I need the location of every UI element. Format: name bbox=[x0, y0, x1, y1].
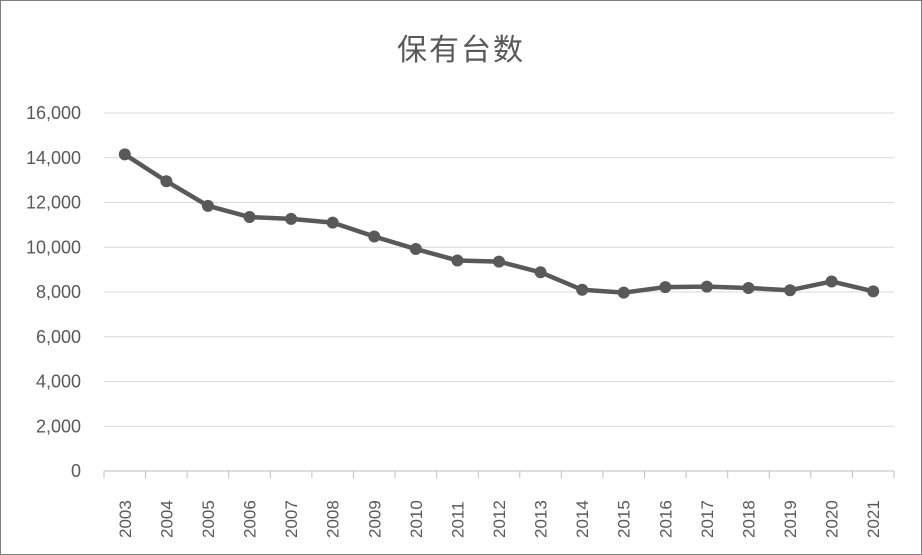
data-point bbox=[659, 281, 672, 294]
x-tick-label: 2007 bbox=[282, 500, 301, 538]
data-point bbox=[493, 255, 505, 268]
data-point bbox=[285, 212, 298, 225]
data-point bbox=[409, 243, 422, 256]
y-tick-label: 12,000 bbox=[26, 193, 81, 213]
y-tick-label: 16,000 bbox=[26, 103, 81, 123]
data-point bbox=[118, 148, 131, 161]
y-tick-label: 14,000 bbox=[26, 148, 81, 168]
y-tick-label: 4,000 bbox=[36, 372, 81, 392]
x-tick-label: 2004 bbox=[157, 500, 176, 538]
data-point bbox=[617, 286, 630, 299]
x-tick-label: 2020 bbox=[823, 500, 842, 538]
y-tick-label: 8,000 bbox=[36, 282, 81, 302]
data-point bbox=[326, 216, 339, 229]
data-point bbox=[243, 211, 256, 224]
y-tick-label: 6,000 bbox=[36, 327, 81, 347]
data-point bbox=[867, 285, 880, 298]
x-tick-label: 2019 bbox=[781, 500, 800, 538]
data-point bbox=[368, 230, 381, 243]
series-line bbox=[122, 152, 876, 295]
data-point bbox=[825, 275, 838, 288]
x-tick-label: 2014 bbox=[573, 500, 592, 538]
y-tick-label: 2,000 bbox=[36, 416, 81, 436]
data-point bbox=[451, 254, 464, 267]
x-tick-label: 2015 bbox=[615, 500, 634, 538]
x-tick-label: 2021 bbox=[864, 500, 883, 538]
x-tick-label: 2018 bbox=[739, 500, 758, 538]
y-tick-label: 0 bbox=[71, 461, 81, 481]
x-tick-label: 2011 bbox=[448, 501, 467, 538]
y-tick-label: 10,000 bbox=[26, 237, 81, 257]
x-tick-label: 2006 bbox=[241, 500, 260, 538]
x-tick-label: 2012 bbox=[490, 500, 509, 538]
data-point bbox=[534, 266, 547, 279]
data-point bbox=[784, 284, 797, 297]
data-point bbox=[201, 199, 214, 212]
data-point bbox=[742, 281, 755, 294]
data-point bbox=[576, 283, 589, 296]
x-tick-label: 2009 bbox=[365, 500, 384, 538]
x-tick-label: 2005 bbox=[199, 500, 218, 538]
data-point bbox=[160, 175, 173, 188]
x-tick-label: 2010 bbox=[407, 500, 426, 538]
x-tick-label: 2013 bbox=[532, 500, 551, 538]
x-tick-label: 2016 bbox=[656, 500, 675, 538]
data-point bbox=[700, 280, 713, 293]
x-tick-label: 2003 bbox=[116, 500, 135, 538]
x-tick-label: 2017 bbox=[698, 500, 717, 538]
chart-title: 保有台数 bbox=[397, 33, 525, 68]
x-tick-label: 2008 bbox=[324, 500, 343, 538]
